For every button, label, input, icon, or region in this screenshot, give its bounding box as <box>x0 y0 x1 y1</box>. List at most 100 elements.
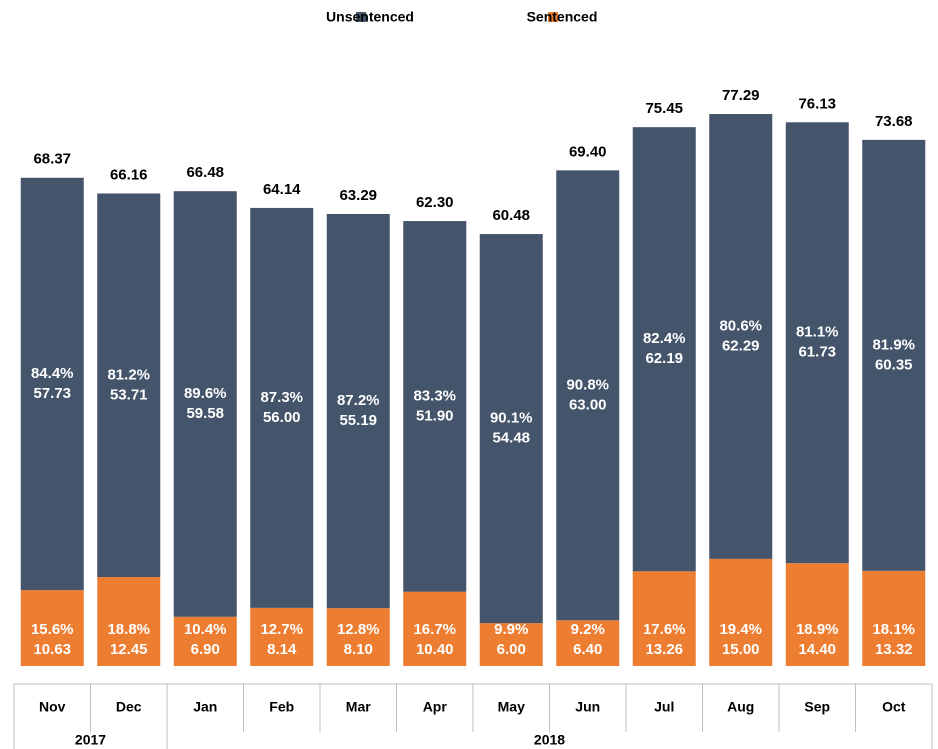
bar-segment <box>326 213 390 609</box>
total-label: 62.30 <box>416 194 454 211</box>
legend-label: Unsentenced <box>326 9 414 25</box>
value-label: 53.71 <box>110 386 148 403</box>
percent-label: 84.4% <box>31 365 74 382</box>
percent-label: 80.6% <box>719 317 762 334</box>
total-label: 69.40 <box>569 143 607 160</box>
legend-label: Sentenced <box>527 9 598 25</box>
x-tick-label: Jun <box>575 699 600 715</box>
bar-segment <box>632 127 696 572</box>
value-label: 6.00 <box>497 641 526 658</box>
percent-label: 17.6% <box>643 621 686 638</box>
value-label: 6.90 <box>191 641 220 658</box>
x-tick-label: Apr <box>423 699 448 715</box>
total-label: 75.45 <box>645 100 683 117</box>
percent-label: 81.9% <box>872 336 915 353</box>
total-label: 66.16 <box>110 166 148 183</box>
value-label: 10.40 <box>416 641 454 658</box>
x-tick-label: Dec <box>116 699 142 715</box>
percent-label: 18.9% <box>796 621 839 638</box>
bar-segment <box>632 571 696 666</box>
group-label: 2017 <box>75 732 106 748</box>
legend-swatch <box>548 12 558 22</box>
percent-label: 90.1% <box>490 410 533 427</box>
value-label: 60.35 <box>875 356 913 373</box>
value-label: 13.32 <box>875 641 913 658</box>
percent-label: 9.2% <box>571 621 605 638</box>
percent-label: 10.4% <box>184 621 227 638</box>
bar-segment <box>556 620 620 666</box>
bar-segment <box>20 590 84 666</box>
value-label: 54.48 <box>492 430 530 447</box>
bar-segment <box>862 570 926 666</box>
total-label: 76.13 <box>798 95 836 112</box>
value-label: 57.73 <box>33 385 71 402</box>
percent-label: 18.8% <box>107 621 150 638</box>
value-label: 63.00 <box>569 396 607 413</box>
bar-segment <box>97 577 161 666</box>
bar-segment <box>173 191 237 617</box>
x-tick-label: Jul <box>654 699 674 715</box>
bar-segment <box>785 122 849 564</box>
value-label: 8.14 <box>267 641 297 658</box>
total-label: 64.14 <box>263 181 301 198</box>
x-tick-label: Oct <box>882 699 906 715</box>
total-label: 77.29 <box>722 87 760 104</box>
value-label: 14.40 <box>798 641 836 658</box>
bar-segment <box>556 170 620 621</box>
percent-label: 87.3% <box>260 389 303 406</box>
percent-label: 15.6% <box>31 621 74 638</box>
x-tick-label: Feb <box>269 699 294 715</box>
bar-segment <box>173 616 237 666</box>
total-label: 68.37 <box>33 151 71 168</box>
percent-label: 81.2% <box>107 366 150 383</box>
total-label: 60.48 <box>492 207 530 224</box>
total-label: 66.48 <box>186 164 224 181</box>
group-label: 2018 <box>534 732 565 748</box>
percent-label: 19.4% <box>719 621 762 638</box>
percent-label: 87.2% <box>337 392 380 409</box>
bar-segment <box>250 207 314 608</box>
total-label: 73.68 <box>875 113 913 130</box>
value-label: 56.00 <box>263 409 301 426</box>
bar-segment <box>709 114 773 559</box>
percent-label: 9.9% <box>494 621 528 638</box>
legend-swatch <box>356 12 366 22</box>
bar-segment <box>20 177 84 591</box>
bar-segment <box>250 607 314 666</box>
value-label: 15.00 <box>722 641 760 658</box>
bar-segment <box>862 139 926 571</box>
bar-segment <box>479 234 543 624</box>
value-label: 13.26 <box>645 641 683 658</box>
percent-label: 12.8% <box>337 621 380 638</box>
percent-label: 16.7% <box>413 621 456 638</box>
percent-label: 18.1% <box>872 621 915 638</box>
percent-label: 12.7% <box>260 621 303 638</box>
bar-segment <box>403 221 467 592</box>
x-tick-label: Mar <box>346 699 371 715</box>
bar-segment <box>709 558 773 666</box>
value-label: 8.10 <box>344 641 373 658</box>
percent-label: 83.3% <box>413 387 456 404</box>
value-label: 62.29 <box>722 337 760 354</box>
value-label: 55.19 <box>339 412 377 429</box>
value-label: 61.73 <box>798 344 836 361</box>
bar-segment <box>403 591 467 666</box>
bar-segment <box>97 193 161 578</box>
total-label: 63.29 <box>339 187 377 204</box>
x-tick-label: May <box>498 699 525 715</box>
percent-label: 90.8% <box>566 376 609 393</box>
value-label: 59.58 <box>186 405 224 422</box>
x-tick-label: Jan <box>193 699 217 715</box>
bar-segment <box>326 608 390 666</box>
bar-segment <box>785 563 849 666</box>
x-tick-label: Sep <box>804 699 830 715</box>
x-tick-label: Aug <box>727 699 754 715</box>
value-label: 62.19 <box>645 350 683 367</box>
percent-label: 81.1% <box>796 324 839 341</box>
percent-label: 82.4% <box>643 330 686 347</box>
x-tick-label: Nov <box>39 699 66 715</box>
value-label: 6.40 <box>573 641 602 658</box>
percent-label: 89.6% <box>184 385 227 402</box>
value-label: 10.63 <box>33 641 71 658</box>
